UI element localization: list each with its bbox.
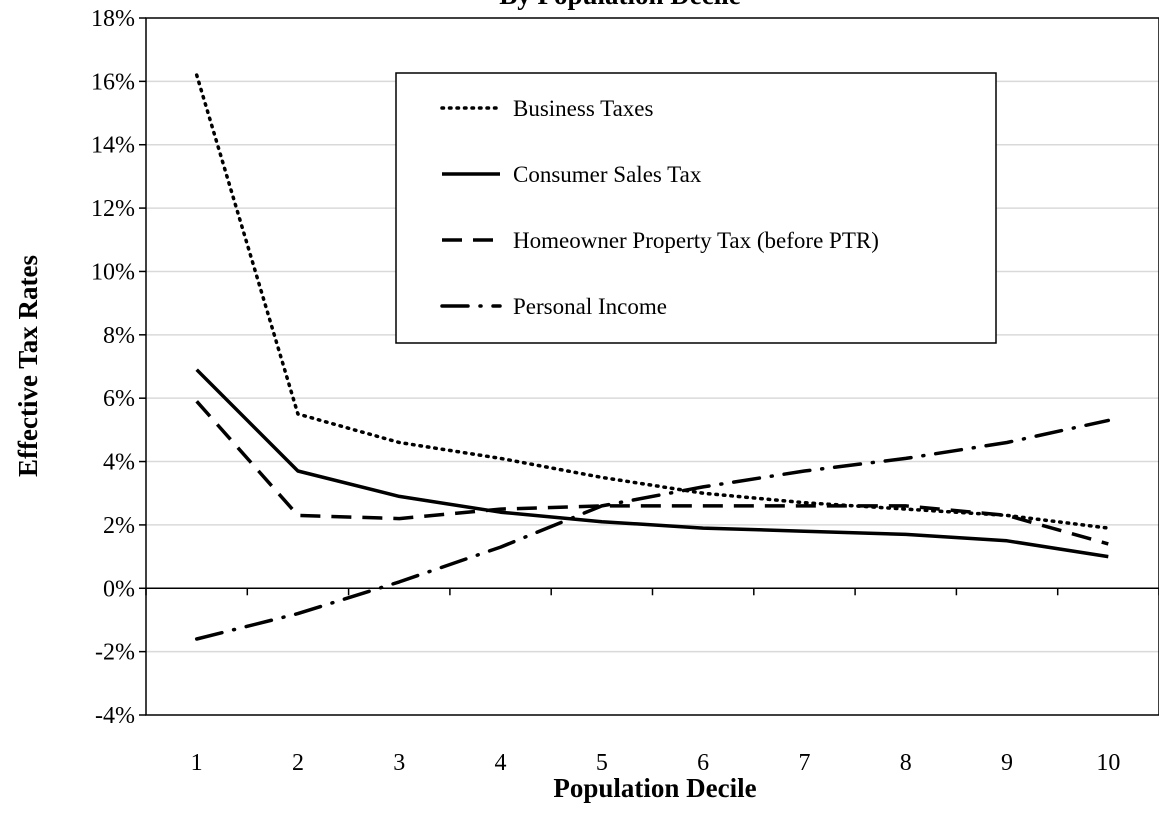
series-line <box>195 368 1109 559</box>
x-tick-label: 7 <box>798 750 810 776</box>
y-tick-label: 10% <box>91 259 135 285</box>
chart-title: By Population Decile <box>499 0 741 10</box>
x-axis: 1 2 3 4 5 6 7 8 9 10 <box>145 588 1159 776</box>
x-tick-label: 9 <box>1001 750 1013 776</box>
series-line <box>195 400 1109 546</box>
series-line <box>194 418 1111 641</box>
x-axis-title: Population Decile <box>553 773 756 803</box>
y-axis-title: Effective Tax Rates <box>13 255 43 477</box>
y-axis: -4% -2% 0% 2% 4% 6% 8% 10% 12% 14% 16% 18% <box>91 6 146 729</box>
x-tick-label: 6 <box>697 750 709 776</box>
x-tick-label: 2 <box>292 750 304 776</box>
y-tick-label: 4% <box>103 450 135 476</box>
plot-area-border <box>145 17 1159 716</box>
y-tick-label: 0% <box>103 576 135 602</box>
y-tick-label: 16% <box>91 69 135 95</box>
y-tick-label: -2% <box>95 640 135 666</box>
y-tick-label: -4% <box>95 703 135 729</box>
y-tick-label: 8% <box>103 323 135 349</box>
y-tick-label: 6% <box>103 386 135 412</box>
series-lines <box>194 73 1111 641</box>
legend-label: Personal Income <box>513 294 667 319</box>
legend-label: Homeowner Property Tax (before PTR) <box>513 228 879 253</box>
y-tick-label: 2% <box>103 513 135 539</box>
legend-label: Business Taxes <box>513 96 653 121</box>
x-tick-label: 3 <box>393 750 405 776</box>
y-tick-label: 18% <box>91 6 135 32</box>
legend: Business Taxes Consumer Sales Tax Homeowne… <box>395 72 997 344</box>
y-tick-label: 14% <box>91 133 135 159</box>
x-tick-label: 5 <box>596 750 608 776</box>
x-tick-label: 10 <box>1096 750 1120 776</box>
y-tick-label: 12% <box>91 196 135 222</box>
legend-label: Consumer Sales Tax <box>513 162 702 187</box>
legend-box <box>395 72 997 344</box>
x-tick-label: 8 <box>900 750 912 776</box>
x-tick-label: 1 <box>191 750 203 776</box>
x-tick-label: 4 <box>495 750 507 776</box>
